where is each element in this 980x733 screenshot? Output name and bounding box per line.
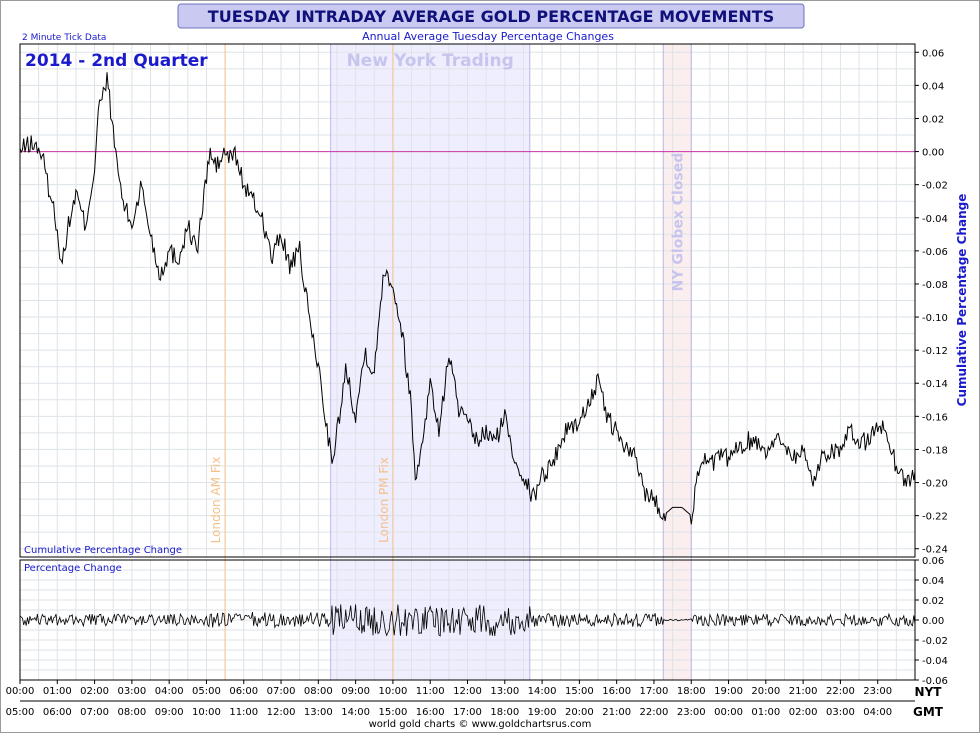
- x-tick-label-gmt: 01:00: [751, 707, 780, 718]
- y-tick-label: -0.08: [922, 280, 948, 291]
- london-pm-fix-label: London PM Fix: [377, 457, 391, 543]
- x-tick-label-gmt: 02:00: [789, 707, 818, 718]
- y-tick-label: -0.22: [922, 512, 948, 523]
- x-tick-label-nyt: 13:00: [490, 686, 519, 697]
- x-tick-label-gmt: 23:00: [677, 707, 706, 718]
- y-tick-label-lower: 0.02: [922, 596, 944, 607]
- y-tick-label: 0.00: [922, 148, 944, 159]
- x-tick-label-gmt: 07:00: [80, 707, 109, 718]
- period-label: 2014 - 2nd Quarter: [25, 51, 208, 71]
- x-tick-label-gmt: 05:00: [6, 707, 35, 718]
- series-line-percentage: [19, 604, 916, 637]
- x-tick-label-nyt: 04:00: [155, 686, 184, 697]
- x-tick-label-gmt: 14:00: [341, 707, 370, 718]
- x-tick-label-nyt: 08:00: [304, 686, 333, 697]
- x-tick-label-gmt: 21:00: [602, 707, 631, 718]
- y-tick-label: 0.04: [922, 81, 944, 92]
- x-tick-label-gmt: 09:00: [155, 707, 184, 718]
- x-tick-label-nyt: 19:00: [714, 686, 743, 697]
- y-tick-label-lower: -0.04: [922, 656, 948, 667]
- x-tick-label-gmt: 04:00: [863, 707, 892, 718]
- y-tick-label-lower: -0.06: [922, 676, 948, 687]
- y-tick-label-lower: -0.02: [922, 636, 948, 647]
- x-tick-label-gmt: 10:00: [192, 707, 221, 718]
- x-tick-label-gmt: 15:00: [379, 707, 408, 718]
- main-panel-border: [19, 43, 916, 558]
- y-tick-label-lower: 0.00: [922, 616, 944, 627]
- footer-credit: world gold charts © www.goldchartsrus.co…: [369, 719, 592, 730]
- x-tick-label-nyt: 02:00: [80, 686, 109, 697]
- x-tick-label-gmt: 12:00: [267, 707, 296, 718]
- x-tick-label-nyt: 12:00: [453, 686, 482, 697]
- y-tick-label: 0.06: [922, 48, 944, 59]
- ny-trading-label: New York Trading: [347, 51, 514, 71]
- cumulative-line-path: [19, 72, 916, 525]
- y-tick-label: -0.20: [922, 479, 948, 490]
- title-bar: [177, 3, 805, 29]
- y-tick-label-lower: 0.04: [922, 576, 944, 587]
- x-ticks: 00:00 05:00 01:00 06:00 02:00 07:00 03:00 08:00…: [6, 680, 915, 718]
- x-tick-label-nyt: 14:00: [528, 686, 557, 697]
- x-tick-label-nyt: 06:00: [229, 686, 258, 697]
- x-tick-label-nyt: 17:00: [640, 686, 669, 697]
- x-tick-label-gmt: 22:00: [640, 707, 669, 718]
- x-tick-label-nyt: 07:00: [267, 686, 296, 697]
- x-tick-label-gmt: 17:00: [453, 707, 482, 718]
- ny-globex-closed-label: NY Globex Closed: [670, 153, 686, 292]
- main-panel-label: Cumulative Percentage Change: [24, 545, 182, 556]
- x-tick-label-gmt: 00:00: [714, 707, 743, 718]
- x-tick-label-nyt: 21:00: [789, 686, 818, 697]
- x-tick-label-gmt: 03:00: [826, 707, 855, 718]
- y-ticks-lower: 0.06 0.04 0.02 0.00 -0.02 -0.04 -0.06: [915, 556, 948, 687]
- nyt-label: NYT: [915, 685, 943, 699]
- tick-note: 2 Minute Tick Data: [22, 33, 106, 43]
- x-tick-label-gmt: 08:00: [117, 707, 146, 718]
- x-tick-label-nyt: 23:00: [863, 686, 892, 697]
- x-tick-label-gmt: 06:00: [43, 707, 72, 718]
- lower-panel-label: Percentage Change: [24, 563, 122, 574]
- x-tick-label-nyt: 15:00: [565, 686, 594, 697]
- x-tick-label-gmt: 20:00: [565, 707, 594, 718]
- percentage-line-path: [19, 604, 916, 637]
- x-tick-label-nyt: 10:00: [379, 686, 408, 697]
- y-tick-label: -0.06: [922, 247, 948, 258]
- y-tick-label: -0.24: [922, 545, 948, 556]
- y-tick-label: -0.10: [922, 313, 948, 324]
- x-tick-label-nyt: 05:00: [192, 686, 221, 697]
- x-tick-label-nyt: 03:00: [117, 686, 146, 697]
- x-tick-label-nyt: 16:00: [602, 686, 631, 697]
- chart-title: TUESDAY INTRADAY AVERAGE GOLD PERCENTAGE…: [208, 7, 774, 26]
- x-tick-label-gmt: 16:00: [416, 707, 445, 718]
- x-tick-label-gmt: 18:00: [490, 707, 519, 718]
- y-ticks-main: 0.06 0.04 0.02 0.00 -0.02 -0.04 -0.06 -0.08 -0.1…: [915, 48, 948, 556]
- x-tick-label-gmt: 13:00: [304, 707, 333, 718]
- y-tick-label: -0.14: [922, 379, 948, 390]
- x-tick-label-nyt: 18:00: [677, 686, 706, 697]
- y-tick-label: 0.02: [922, 114, 944, 125]
- x-tick-label-nyt: 00:00: [6, 686, 35, 697]
- london-am-fix-label: London AM Fix: [209, 457, 223, 544]
- x-tick-label-nyt: 20:00: [751, 686, 780, 697]
- y-tick-label: -0.16: [922, 412, 948, 423]
- chart-subtitle: Annual Average Tuesday Percentage Change…: [362, 30, 614, 43]
- y-tick-label: -0.18: [922, 445, 948, 456]
- x-tick-label-nyt: 22:00: [826, 686, 855, 697]
- y-tick-label: -0.02: [922, 181, 948, 192]
- y-axis-label: Cumulative Percentage Change: [955, 194, 969, 407]
- band-edges: [224, 44, 692, 680]
- x-tick-label-nyt: 01:00: [43, 686, 72, 697]
- series-line-cumulative: [19, 72, 916, 525]
- x-tick-label-nyt: 09:00: [341, 686, 370, 697]
- y-tick-label: -0.12: [922, 346, 948, 357]
- x-tick-label-nyt: 11:00: [416, 686, 445, 697]
- y-tick-label: -0.04: [922, 214, 948, 225]
- x-tick-label-gmt: 19:00: [528, 707, 557, 718]
- y-tick-label-lower: 0.06: [922, 556, 944, 567]
- x-tick-label-gmt: 11:00: [229, 707, 258, 718]
- gmt-label: GMT: [913, 705, 944, 719]
